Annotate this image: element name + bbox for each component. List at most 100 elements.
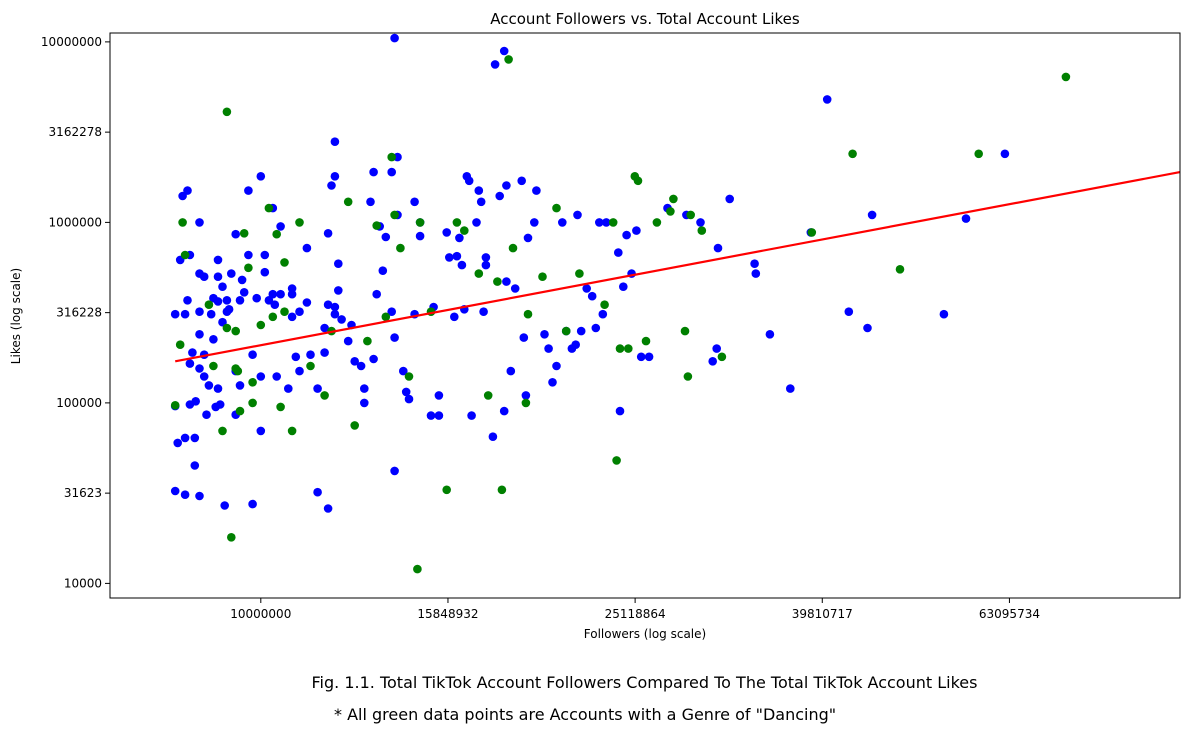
y-tick-label: 10000000: [41, 35, 102, 49]
data-point: [306, 361, 315, 371]
data-point: [481, 253, 491, 262]
data-point: [540, 330, 549, 339]
y-tick-label: 3162278: [49, 125, 102, 139]
y-tick-label: 316228: [56, 306, 102, 320]
data-point: [195, 307, 204, 317]
data-point: [558, 218, 567, 227]
y-axis-label: Likes (log scale): [9, 268, 23, 364]
data-point: [455, 233, 464, 243]
figure-caption: Fig. 1.1. Total TikTok Account Followers…: [311, 673, 978, 692]
data-point: [239, 288, 249, 297]
data-point: [822, 95, 832, 104]
plot-frame: [109, 32, 1181, 599]
data-point: [330, 137, 340, 146]
data-point: [474, 269, 484, 278]
data-point: [366, 197, 375, 207]
data-point: [519, 333, 529, 342]
data-point: [235, 381, 245, 390]
data-point: [327, 181, 336, 190]
data-point: [264, 203, 274, 213]
data-point: [521, 398, 531, 408]
data-point: [582, 284, 591, 293]
data-point: [404, 394, 414, 404]
data-point: [624, 344, 633, 353]
data-point: [183, 186, 192, 195]
data-point: [452, 251, 462, 261]
data-point: [170, 486, 180, 496]
data-point: [381, 232, 391, 242]
y-tick-label: 31623: [64, 486, 102, 500]
data-point: [235, 296, 245, 305]
data-point: [190, 461, 200, 470]
data-point: [199, 272, 209, 282]
data-point: [961, 214, 971, 223]
data-point: [598, 309, 608, 319]
data-point: [867, 210, 877, 220]
data-point: [725, 194, 734, 204]
data-point: [235, 406, 245, 416]
data-point: [442, 228, 452, 237]
data-point: [680, 326, 690, 336]
x-tick-label: 10000000: [230, 607, 291, 621]
data-point: [460, 226, 469, 235]
data-point: [291, 352, 301, 362]
data-point: [632, 226, 641, 235]
data-point: [313, 384, 322, 393]
data-point: [256, 172, 266, 181]
data-point: [323, 504, 333, 513]
data-point: [222, 107, 232, 117]
data-point: [717, 352, 727, 362]
data-point: [548, 378, 557, 387]
data-point: [442, 485, 452, 495]
data-point: [452, 218, 462, 227]
data-point: [295, 218, 304, 227]
data-point: [399, 366, 408, 376]
data-point: [457, 260, 467, 270]
data-point: [622, 230, 631, 240]
data-point: [180, 433, 190, 443]
data-point: [576, 326, 586, 336]
data-point: [532, 186, 541, 195]
data-point: [222, 323, 232, 333]
data-point: [276, 402, 285, 412]
data-point: [323, 300, 333, 310]
data-point: [175, 340, 185, 350]
figure-note: * All green data points are Accounts wit…: [334, 705, 837, 724]
data-point: [387, 307, 397, 317]
data-point: [608, 218, 618, 227]
data-point: [170, 309, 180, 319]
data-point: [204, 300, 214, 310]
data-point: [231, 229, 240, 239]
plot-area: [170, 33, 1071, 574]
data-point: [268, 289, 278, 299]
data-point: [369, 354, 378, 364]
data-point: [276, 289, 285, 299]
data-point: [295, 366, 304, 376]
scatter-chart: Account Followers vs. Total Account Like…: [9, 10, 1181, 641]
data-point: [222, 307, 232, 317]
data-point: [350, 357, 360, 366]
data-point: [320, 323, 329, 333]
data-point: [356, 361, 366, 371]
data-point: [413, 564, 422, 574]
data-point: [206, 309, 216, 319]
data-point: [260, 250, 270, 260]
data-point: [863, 323, 872, 333]
data-point: [306, 350, 315, 360]
data-point: [218, 426, 227, 436]
data-point: [302, 298, 312, 307]
data-point: [195, 491, 204, 501]
data-point: [287, 426, 297, 436]
data-point: [848, 149, 857, 159]
data-point: [372, 289, 382, 299]
data-point: [213, 384, 223, 393]
data-point: [495, 191, 505, 201]
data-point: [183, 296, 192, 305]
data-point: [467, 411, 476, 420]
data-point: [504, 55, 513, 64]
data-point: [523, 309, 533, 319]
data-point: [483, 391, 493, 400]
data-point: [434, 411, 444, 420]
data-point: [895, 265, 905, 274]
